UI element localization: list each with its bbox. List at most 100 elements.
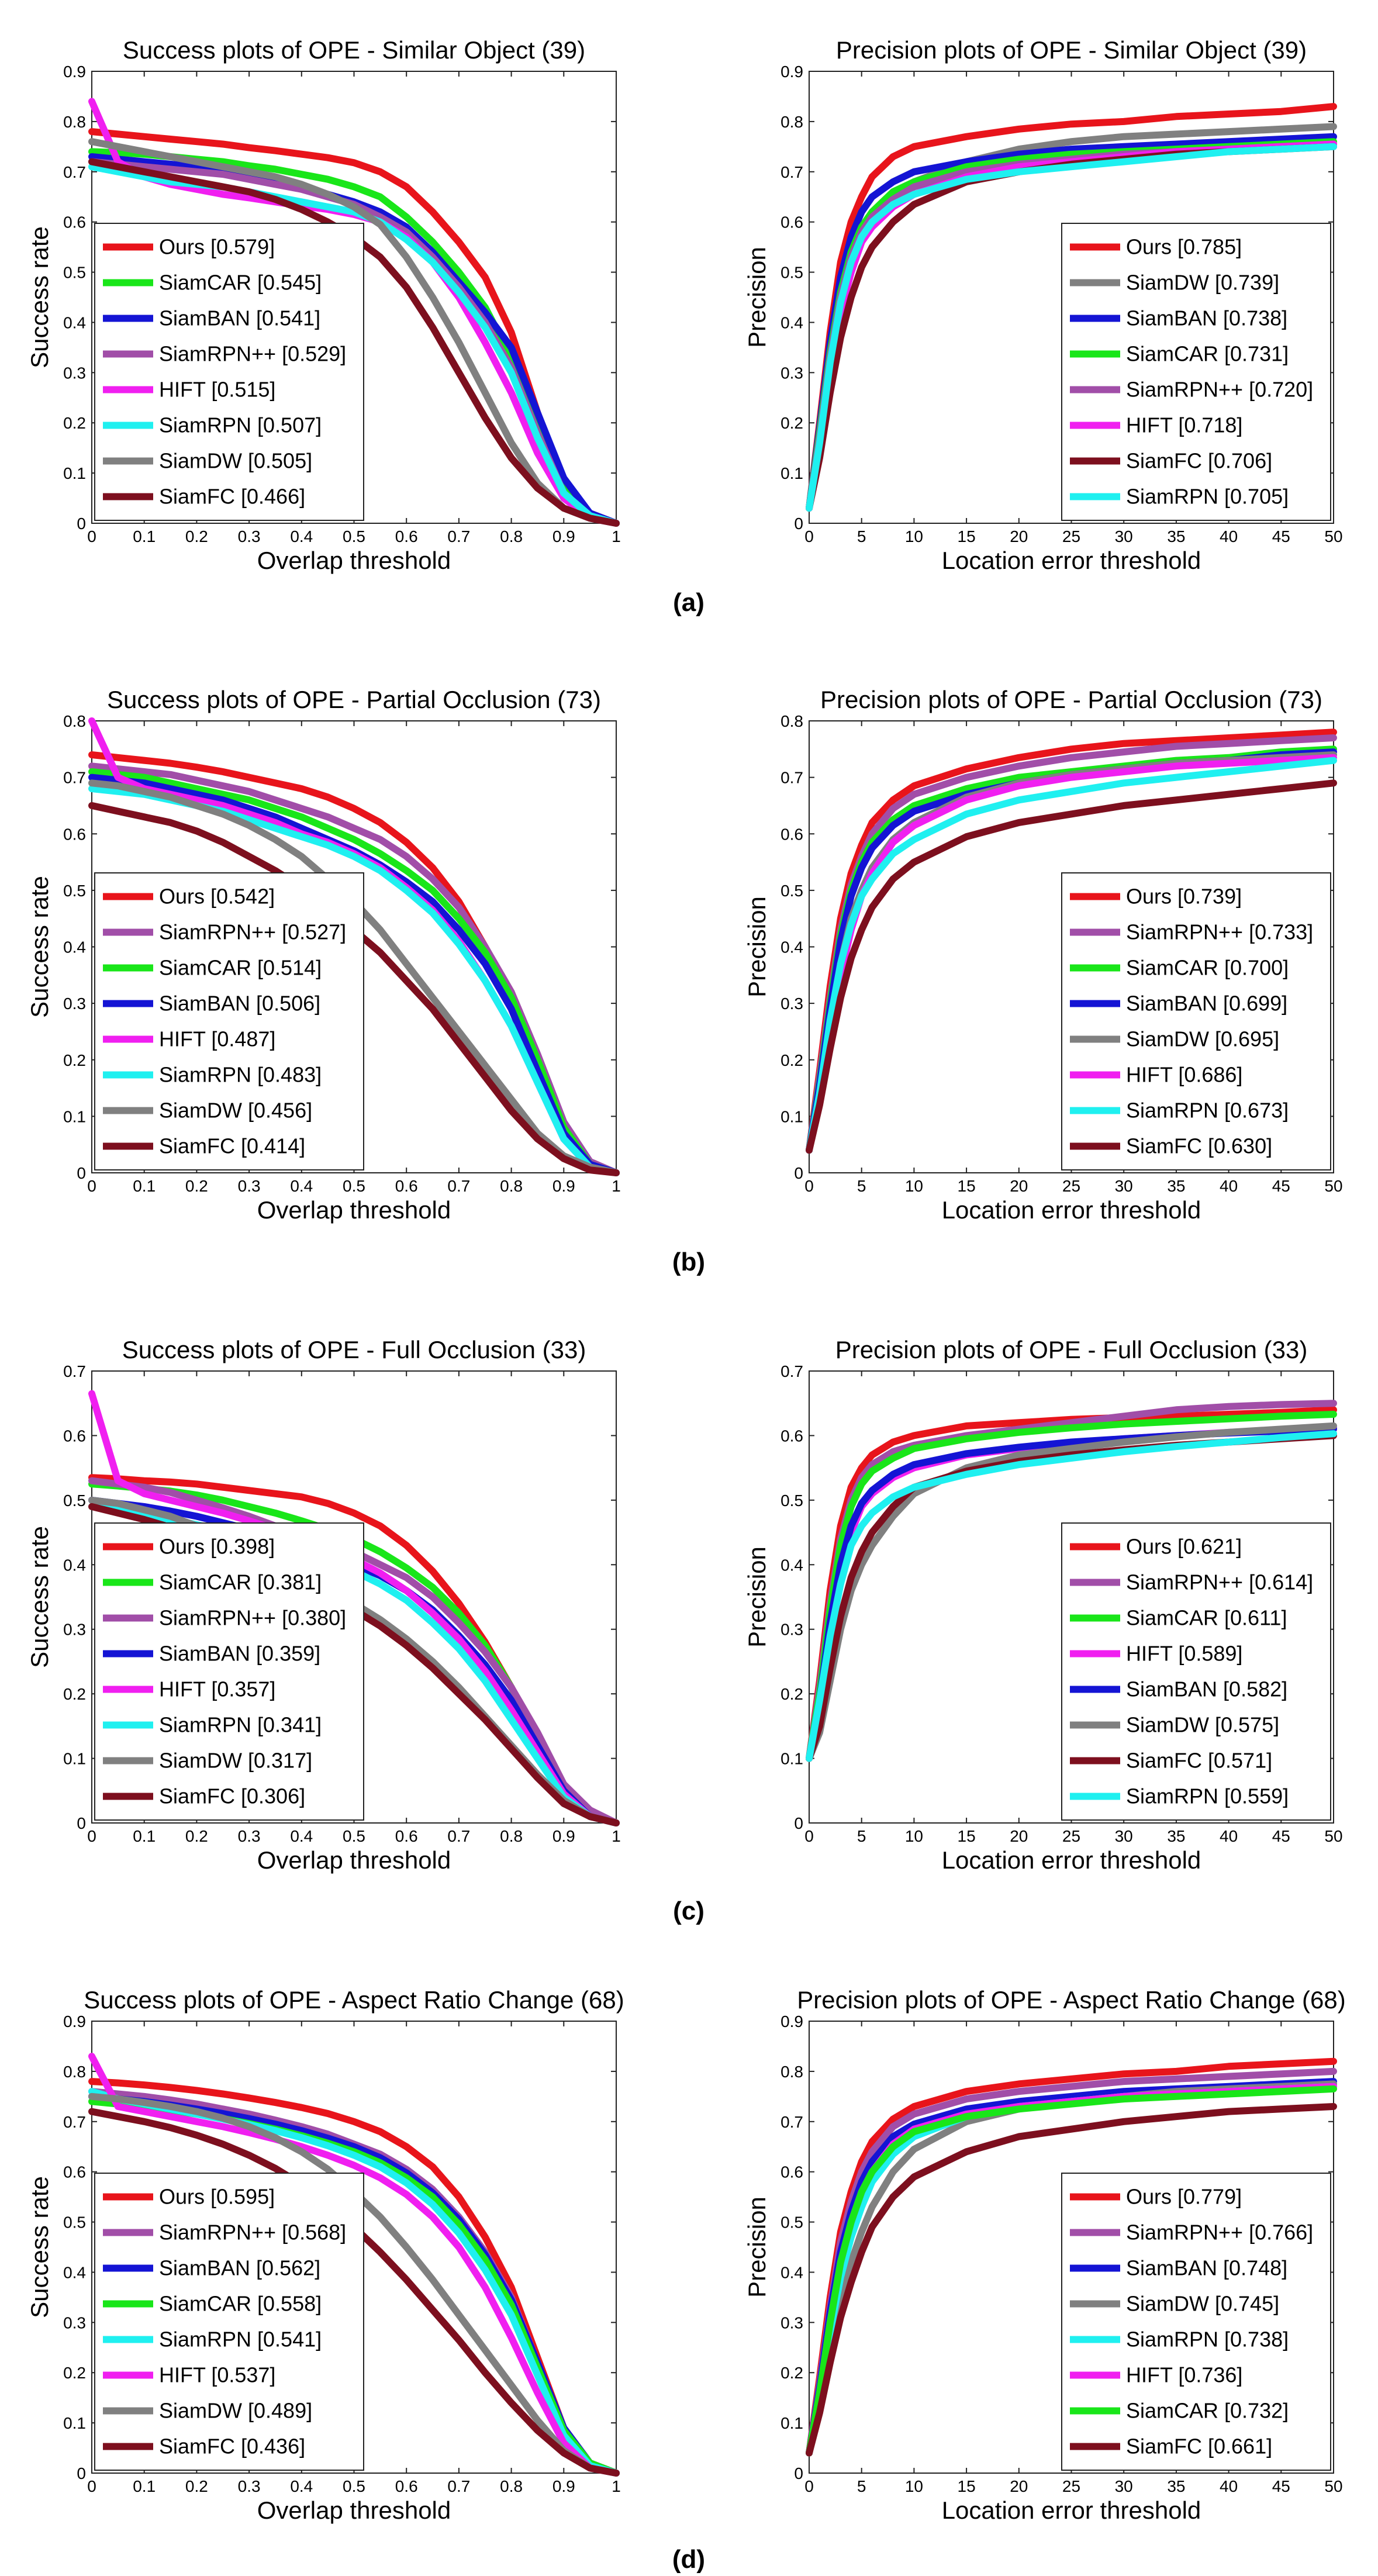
legend-label: HIFT [0.515] <box>159 378 275 402</box>
y-tick-label: 0.2 <box>780 414 803 432</box>
legend-label: SiamFC [0.661] <box>1126 2435 1272 2458</box>
x-axis-label: Overlap threshold <box>257 1846 451 1874</box>
x-tick-label: 25 <box>1062 527 1080 545</box>
legend-label: SiamRPN [0.559] <box>1126 1784 1289 1808</box>
x-tick-label: 25 <box>1062 1827 1080 1845</box>
legend-label: SiamRPN++ [0.720] <box>1126 378 1313 402</box>
legend-box <box>1061 223 1331 521</box>
y-tick-label: 0.3 <box>63 2313 86 2332</box>
legend-label: SiamRPN [0.738] <box>1126 2328 1289 2351</box>
x-tick-label: 40 <box>1220 2477 1238 2495</box>
chart-7: 0 0.1 0.2 0.3 0.4 0.5 0.6 0.7 0.8 0.9 1 0 0.1 0.2 0.3 0… <box>26 1986 624 2524</box>
legend-label: SiamFC [0.436] <box>159 2435 305 2458</box>
y-tick-label: 0.5 <box>63 882 86 900</box>
y-tick-label: 0.3 <box>63 364 86 382</box>
legend-label: HIFT [0.736] <box>1126 2363 1242 2387</box>
x-tick-label: 0 <box>87 2477 96 2495</box>
y-tick-label: 0.7 <box>63 1362 86 1380</box>
chart-title: Success plots of OPE - Aspect Ratio Chan… <box>84 1986 624 2014</box>
legend-label: Ours [0.739] <box>1126 885 1242 909</box>
x-tick-label: 0.3 <box>238 1827 261 1845</box>
y-tick-label: 0.3 <box>780 995 803 1013</box>
y-tick-label: 0.6 <box>63 1427 86 1445</box>
x-tick-label: 30 <box>1115 2477 1133 2495</box>
y-tick-label: 0.5 <box>780 2214 803 2232</box>
legend-label: SiamRPN++ [0.529] <box>159 342 346 366</box>
legend: Ours [0.739] SiamRPN++ [0.733] SiamCAR [0.… <box>1061 872 1331 1170</box>
legend-label: SiamRPN [0.705] <box>1126 485 1289 509</box>
x-tick-label: 0 <box>804 2477 814 2495</box>
x-tick-label: 50 <box>1324 1827 1342 1845</box>
x-tick-label: 40 <box>1220 1827 1238 1845</box>
legend-label: SiamFC [0.414] <box>159 1134 305 1158</box>
legend: Ours [0.542] SiamRPN++ [0.527] SiamCAR [0.… <box>94 872 364 1170</box>
legend-label: SiamCAR [0.381] <box>159 1570 322 1594</box>
y-tick-label: 0.4 <box>780 1556 803 1574</box>
legend-box <box>94 872 364 1170</box>
legend-box <box>94 223 364 521</box>
series-line-siamfc <box>806 779 1337 1154</box>
panel-label: (d) <box>672 2545 705 2574</box>
legend-label: SiamRPN++ [0.733] <box>1126 920 1313 944</box>
legend-label: SiamRPN [0.341] <box>159 1713 322 1737</box>
y-tick-label: 0 <box>77 1164 86 1182</box>
legend-label: HIFT [0.537] <box>159 2363 275 2387</box>
x-tick-label: 0 <box>87 527 96 545</box>
x-tick-label: 40 <box>1220 527 1238 545</box>
legend-label: SiamBAN [0.562] <box>159 2256 320 2280</box>
x-tick-label: 30 <box>1115 1177 1133 1195</box>
legend-label: Ours [0.595] <box>159 2185 275 2209</box>
legend-label: SiamRPN [0.541] <box>159 2328 322 2351</box>
x-tick-label: 5 <box>857 1827 866 1845</box>
x-tick-label: 0.5 <box>343 1827 365 1845</box>
x-tick-label: 35 <box>1167 1177 1185 1195</box>
series-line-siamcar <box>806 2085 1337 2457</box>
legend-label: SiamRPN++ [0.527] <box>159 920 346 944</box>
y-tick-label: 0.8 <box>780 712 803 730</box>
y-tick-label: 0.5 <box>63 2214 86 2232</box>
x-tick-label: 0.7 <box>447 1177 470 1195</box>
y-tick-label: 0.1 <box>63 2414 86 2432</box>
y-axis-label: Precision <box>743 896 771 997</box>
x-tick-label: 1 <box>612 527 621 545</box>
legend-label: SiamDW [0.739] <box>1126 271 1279 295</box>
x-tick-label: 5 <box>857 527 866 545</box>
chart-3: 0 0.1 0.2 0.3 0.4 0.5 0.6 0.7 0.8 0.9 1 0 0.1 0.2 0.3 0… <box>26 686 621 1224</box>
y-axis-label: Precision <box>743 1546 771 1648</box>
x-tick-label: 10 <box>905 527 923 545</box>
x-tick-label: 10 <box>905 1827 923 1845</box>
y-tick-label: 0.2 <box>780 1051 803 1069</box>
legend-label: SiamRPN++ [0.614] <box>1126 1570 1313 1594</box>
y-tick-label: 0.8 <box>63 712 86 730</box>
chart-title: Success plots of OPE - Similar Object (3… <box>123 36 585 64</box>
y-tick-label: 0.6 <box>780 213 803 232</box>
y-tick-label: 0.2 <box>780 1685 803 1703</box>
y-tick-label: 0.7 <box>63 769 86 787</box>
y-tick-label: 0.5 <box>780 264 803 282</box>
series-line-hift <box>88 2053 620 2477</box>
x-tick-label: 0.7 <box>447 1827 470 1845</box>
legend-box <box>94 1522 364 1821</box>
x-tick-label: 0.2 <box>185 2477 208 2495</box>
legend-label: SiamDW [0.575] <box>1126 1713 1279 1737</box>
legend-label: SiamFC [0.306] <box>159 1784 305 1808</box>
x-tick-label: 0.5 <box>343 1177 365 1195</box>
chart-8: 0 5 10 15 20 25 30 35 40 45 50 0 0.1 0.2 0.3 0.4 0.5 0.6 0… <box>743 1986 1346 2524</box>
x-axis-label: Location error threshold <box>942 1196 1201 1224</box>
y-tick-label: 0.2 <box>780 2364 803 2382</box>
legend-label: SiamBAN [0.359] <box>159 1642 320 1666</box>
y-axis-label: Success rate <box>26 2176 53 2318</box>
y-tick-label: 0.3 <box>63 1621 86 1639</box>
x-tick-label: 20 <box>1010 1827 1028 1845</box>
legend: Ours [0.621] SiamRPN++ [0.614] SiamCAR [0.… <box>1061 1522 1331 1821</box>
legend-label: SiamDW [0.695] <box>1126 1027 1279 1051</box>
x-tick-label: 20 <box>1010 1177 1028 1195</box>
y-tick-label: 0.4 <box>63 1556 86 1574</box>
y-axis-label: Success rate <box>26 226 53 368</box>
x-tick-label: 0.4 <box>290 1827 313 1845</box>
x-tick-label: 15 <box>958 2477 976 2495</box>
y-tick-label: 0.8 <box>63 113 86 131</box>
y-tick-label: 0.1 <box>780 464 803 482</box>
series-line-siamfc <box>806 2103 1337 2457</box>
